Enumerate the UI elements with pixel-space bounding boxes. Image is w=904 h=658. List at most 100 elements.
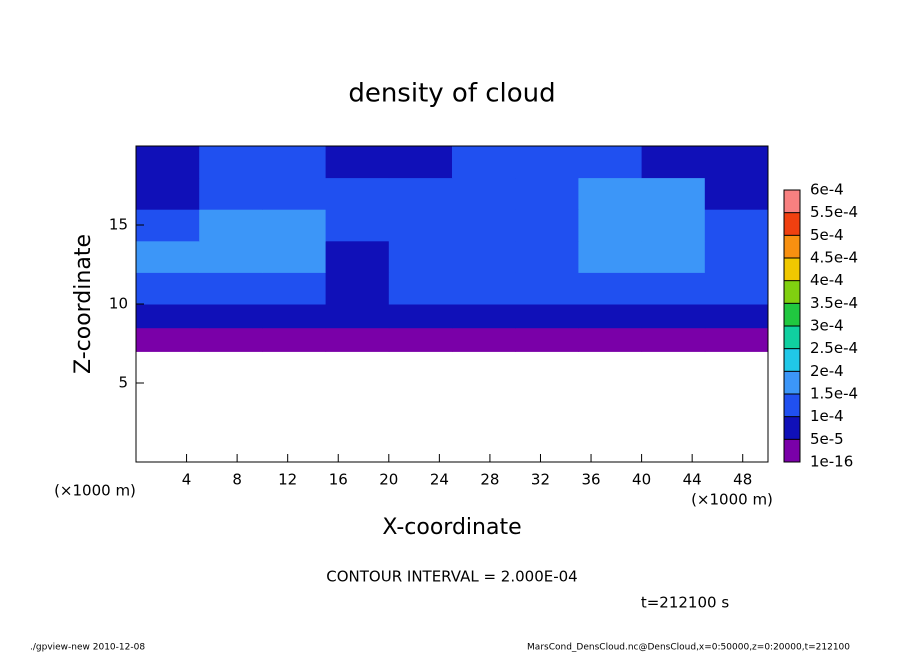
y-axis-label: Z-coordinate [71, 234, 96, 374]
heatmap-cell [325, 327, 390, 352]
heatmap-cell [262, 177, 327, 210]
heatmap-cell [136, 146, 200, 179]
heatmap-cell [388, 146, 453, 179]
colorbar-label: 6e-4 [810, 181, 844, 199]
colorbar-label: 1e-4 [810, 407, 844, 425]
heatmap-cell [578, 272, 643, 305]
footer-left: ./gpview-new 2010-12-08 [30, 643, 145, 653]
heatmap-cell [704, 209, 769, 242]
colorbar-segment [784, 348, 800, 372]
heatmap-cell [262, 304, 327, 329]
heatmap-cell [199, 272, 263, 305]
heatmap-cell [388, 240, 453, 273]
colorbar-label: 1e-16 [810, 453, 853, 471]
x-tick-label: 44 [683, 471, 702, 489]
colorbar-label: 3.5e-4 [810, 294, 858, 312]
colorbar-label: 5e-5 [810, 430, 844, 448]
colorbar-segment [784, 235, 800, 258]
heatmap-cell [199, 177, 263, 210]
x-tick-label: 16 [329, 471, 348, 489]
heatmap-cell [704, 272, 769, 305]
heatmap-cell [578, 304, 643, 329]
heatmap-cell [388, 177, 453, 210]
heatmap-cell [136, 327, 200, 352]
heatmap-cell [515, 304, 579, 329]
heatmap-cell [136, 177, 200, 210]
x-tick-label: 48 [733, 471, 752, 489]
x-tick-label: 40 [632, 471, 651, 489]
colorbar-label: 2e-4 [810, 362, 844, 380]
heatmap-cell [641, 240, 706, 273]
heatmap-cell [262, 272, 327, 305]
x-tick-label: 36 [581, 471, 600, 489]
x-tick-label: 28 [480, 471, 499, 489]
heatmap-cell [452, 146, 516, 179]
heatmap-cell [262, 327, 327, 352]
footer-right: MarsCond_DensCloud.nc@DensCloud,x=0:5000… [527, 643, 850, 653]
heatmap-cell [452, 272, 516, 305]
x-axis-label: X-coordinate [382, 515, 521, 540]
heatmap-cell [262, 146, 327, 179]
heatmap-cell [452, 304, 516, 329]
heatmap-cell [578, 327, 643, 352]
heatmap-cell [515, 209, 579, 242]
heatmap-cell [199, 327, 263, 352]
heatmap-cell [388, 304, 453, 329]
heatmap-cell [578, 240, 643, 273]
heatmap-cell [325, 304, 390, 329]
x-tick-label: 32 [531, 471, 550, 489]
heatmap-cell [262, 240, 327, 273]
colorbar-segment [784, 416, 800, 440]
time-label: t=212100 s [641, 594, 729, 612]
heatmap-cell [704, 327, 769, 352]
heatmap-cell [325, 272, 390, 305]
x-tick-label: 4 [182, 471, 192, 489]
x-unit-label: (×1000 m) [54, 482, 136, 500]
colorbar-segment [784, 326, 800, 349]
heatmap-cell [388, 209, 453, 242]
contour-interval: CONTOUR INTERVAL = 2.000E-04 [326, 568, 577, 586]
heatmap-cell [325, 146, 390, 179]
colorbar-segment [784, 394, 800, 417]
heatmap-cell [641, 209, 706, 242]
heatmap-cell [262, 209, 327, 242]
heatmap-cell [641, 272, 706, 305]
heatmap-cell [578, 146, 643, 179]
colorbar-segment [784, 303, 800, 326]
heatmap-cell [136, 209, 200, 242]
heatmap-cell [515, 272, 579, 305]
heatmap-cell [452, 177, 516, 210]
heatmap-cell [452, 327, 516, 352]
heatmap-cell [325, 209, 390, 242]
colorbar-segment [784, 439, 800, 462]
y-tick-label: 15 [109, 216, 128, 234]
heatmap-cell [515, 327, 579, 352]
colorbar-label: 2.5e-4 [810, 339, 858, 357]
heatmap-cell [452, 240, 516, 273]
colorbar-label: 5e-4 [810, 226, 844, 244]
colorbar-label: 4.5e-4 [810, 249, 858, 267]
colorbar-segment [784, 280, 800, 304]
heatmap-cell [199, 209, 263, 242]
heatmap-cell [515, 146, 579, 179]
chart-title: density of cloud [348, 79, 555, 109]
heatmap-cell [704, 240, 769, 273]
heatmap-cell [641, 327, 706, 352]
heatmap-cell [199, 240, 263, 273]
colorbar-segment [784, 190, 800, 213]
heatmap-cell [388, 327, 453, 352]
x-tick-label: 24 [430, 471, 449, 489]
colorbar-label: 1.5e-4 [810, 385, 858, 403]
heatmap-cell [136, 272, 200, 305]
heatmap-cell [515, 240, 579, 273]
heatmap-cell [704, 177, 769, 210]
y-tick-label: 10 [109, 295, 128, 313]
heatmap-cell [452, 209, 516, 242]
heatmap-cell [136, 304, 200, 329]
colorbar-segment [784, 258, 800, 281]
x-tick-label: 12 [278, 471, 297, 489]
heatmap-cell [199, 304, 263, 329]
heatmap-cell [578, 177, 643, 210]
heatmap-cell [136, 240, 200, 273]
